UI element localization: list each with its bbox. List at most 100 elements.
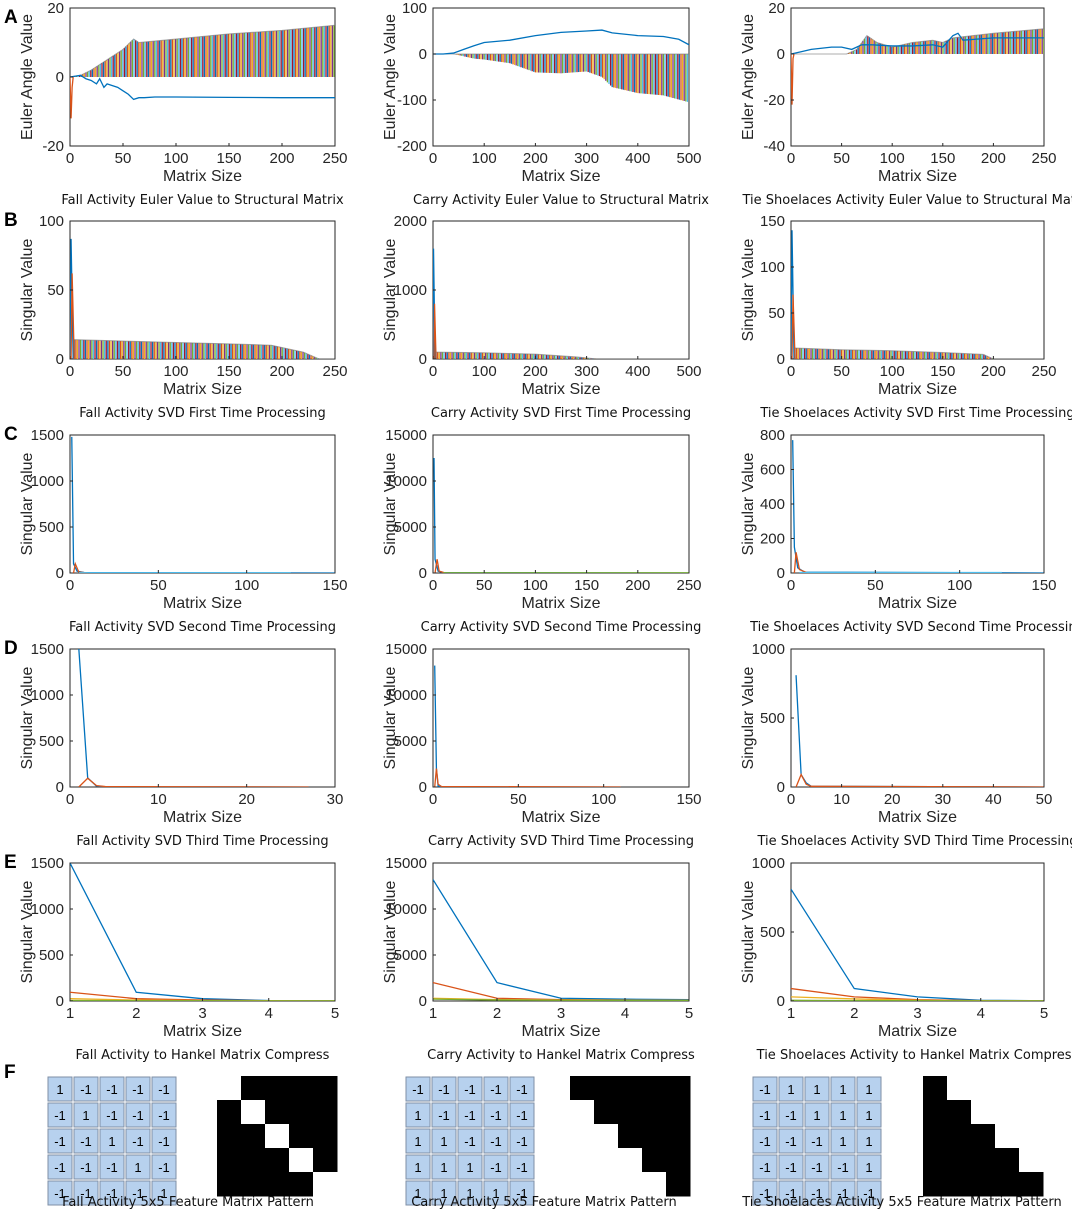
matrix-cell-value: -1 bbox=[438, 1108, 450, 1123]
pattern-cell-black bbox=[642, 1148, 667, 1173]
matrix-cell bbox=[405, 1180, 431, 1206]
matrix-cell-value: -1 bbox=[80, 1186, 92, 1201]
x-tick-label: 1 bbox=[66, 1005, 74, 1022]
matrix-cell bbox=[778, 1154, 804, 1180]
row-letter-f: F bbox=[4, 1062, 16, 1083]
pattern-image bbox=[570, 1076, 691, 1197]
matrix-cell bbox=[151, 1076, 177, 1102]
matrix-cell-value: -1 bbox=[811, 1134, 823, 1149]
matrix-cell bbox=[457, 1180, 483, 1206]
y-tick-label: 0 bbox=[419, 565, 427, 582]
matrix-cell bbox=[431, 1128, 457, 1154]
matrix-cell bbox=[856, 1102, 882, 1128]
chart-a3: 0 50 100 150 200 250 -40 -20 0 20 Matrix Size Euler… bbox=[740, 0, 1072, 208]
x-tick-label: 10 bbox=[833, 791, 850, 808]
panel-caption: Tie Shoelaces Activity Euler Value to St… bbox=[741, 193, 1072, 208]
x-tick-label: 50 bbox=[476, 577, 493, 594]
x-tick-label: 150 bbox=[322, 577, 347, 594]
plot-box bbox=[790, 862, 1045, 1002]
y-tick-label: 20 bbox=[768, 0, 785, 17]
matrix-cell-value: -1 bbox=[516, 1160, 528, 1175]
matrix-cell-value: -1 bbox=[785, 1186, 797, 1201]
x-axis-label: Matrix Size bbox=[878, 809, 957, 826]
matrix-cell-value: 1 bbox=[813, 1082, 820, 1097]
x-tick-label: 100 bbox=[947, 577, 972, 594]
data-layer bbox=[70, 24, 335, 119]
matrix-cell-value: -1 bbox=[80, 1134, 92, 1149]
matrix-cell-value: 1 bbox=[160, 1186, 167, 1201]
panel-caption: Carry Activity to Hankel Matrix Compress bbox=[427, 1048, 695, 1063]
x-tick-label: 50 bbox=[150, 577, 167, 594]
feature-panel-f3: -1 1 1 1 1-1 -1 1 1 1-1 -1 -1 1 1-1 -1 -1 -1 1-1 -1 -1 -1 -1… bbox=[741, 1076, 1062, 1210]
chart-d2: 0 50 100 150 0 5000 10000 15000 Matrix Size Singu… bbox=[382, 641, 702, 849]
y-tick-label: 2000 bbox=[394, 213, 427, 230]
pattern-cell-black bbox=[995, 1148, 1020, 1173]
pattern-cell-black bbox=[971, 1148, 996, 1173]
data-layer bbox=[434, 665, 621, 787]
x-tick-label: 100 bbox=[523, 577, 548, 594]
x-tick-label: 200 bbox=[523, 150, 548, 167]
x-tick-label: 250 bbox=[1031, 150, 1056, 167]
matrix-cell-value: -1 bbox=[464, 1108, 476, 1123]
pattern-cell-black bbox=[666, 1076, 691, 1101]
panel-caption: Fall Activity SVD Third Time Processing bbox=[76, 834, 328, 849]
matrix-cell bbox=[804, 1102, 830, 1128]
feature-panel-f2: -1 -1 -1 -1 -11 -1 -1 -1 -11 1 -1 -1 -11 1 1 -1 -11 1 1 1 -1… bbox=[405, 1076, 691, 1210]
x-tick-label: 400 bbox=[625, 363, 650, 380]
matrix-cell-value: -1 bbox=[106, 1186, 118, 1201]
x-tick-label: 0 bbox=[66, 577, 74, 594]
y-tick-label: 0 bbox=[777, 565, 785, 582]
series-line-line2 bbox=[70, 76, 74, 119]
matrix-cell-value: -1 bbox=[837, 1186, 849, 1201]
data-layer bbox=[71, 436, 335, 573]
chart-c3: 0 50 100 150 0 200 400 600 800 Matrix Size Singula… bbox=[740, 427, 1072, 635]
x-tick-label: 2 bbox=[132, 1005, 140, 1022]
pattern-cell-black bbox=[666, 1172, 691, 1197]
y-axis-label: Singular Value bbox=[382, 238, 399, 341]
matrix-cell bbox=[752, 1180, 778, 1206]
pattern-cell-black bbox=[313, 1124, 338, 1149]
data-layer bbox=[791, 230, 1044, 359]
y-tick-label: 500 bbox=[39, 947, 64, 964]
matrix-cell bbox=[125, 1180, 151, 1206]
y-axis-label: Singular Value bbox=[382, 452, 399, 555]
pattern-cell-black bbox=[217, 1100, 242, 1125]
panel-caption: Tie Shoelaces Activity to Hankel Matrix … bbox=[756, 1048, 1072, 1063]
panel-caption: Carry Activity SVD First Time Processing bbox=[431, 406, 691, 421]
matrix-cell-value: 1 bbox=[56, 1082, 63, 1097]
panel-caption: Carry Activity SVD Second Time Processin… bbox=[421, 620, 702, 635]
y-axis-label: Singular Value bbox=[740, 238, 757, 341]
x-tick-label: 2 bbox=[493, 1005, 501, 1022]
x-axis-label: Matrix Size bbox=[163, 381, 242, 398]
x-tick-label: 5 bbox=[1040, 1005, 1048, 1022]
x-tick-label: 50 bbox=[115, 150, 132, 167]
pattern-cell-black bbox=[642, 1100, 667, 1125]
matrix-cell bbox=[752, 1154, 778, 1180]
pattern-cell-white bbox=[570, 1124, 595, 1149]
pattern-cell-white bbox=[947, 1076, 972, 1101]
feature-matrix: -1 -1 -1 -1 -1 1 -1 -1 -1 -1 1 1 -1 -1 -1 1 1 1 -1 -1 1 1 1 1 -1 bbox=[405, 1076, 535, 1206]
x-tick-label: 50 bbox=[1036, 791, 1053, 808]
x-tick-label: 200 bbox=[269, 363, 294, 380]
matrix-cell-value: -1 bbox=[490, 1160, 502, 1175]
matrix-cell-value: 1 bbox=[466, 1160, 473, 1175]
matrix-cell bbox=[856, 1180, 882, 1206]
y-tick-label: 0 bbox=[777, 779, 785, 796]
y-tick-label: 50 bbox=[768, 305, 785, 322]
matrix-cell bbox=[778, 1180, 804, 1206]
x-axis-label: Matrix Size bbox=[163, 595, 242, 612]
y-axis-label: Singular Value bbox=[19, 666, 36, 769]
pattern-cell-white bbox=[289, 1148, 314, 1173]
pattern-cell-black bbox=[971, 1172, 996, 1197]
band-top-edge bbox=[70, 24, 335, 78]
matrix-cell-value: -1 bbox=[132, 1082, 144, 1097]
y-tick-label: 500 bbox=[760, 710, 785, 727]
x-tick-label: 500 bbox=[676, 363, 701, 380]
y-tick-label: 20 bbox=[47, 0, 64, 17]
matrix-cell bbox=[856, 1154, 882, 1180]
matrix-cell-value: 1 bbox=[414, 1134, 421, 1149]
